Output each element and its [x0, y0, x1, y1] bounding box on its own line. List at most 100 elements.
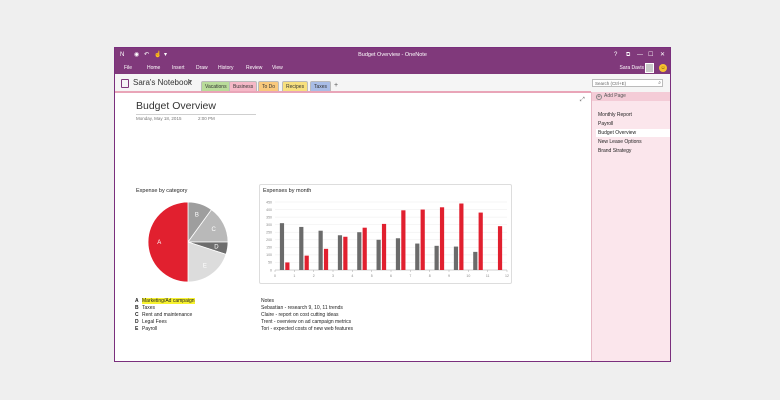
avatar[interactable]	[645, 63, 654, 73]
pie-slice-e[interactable]	[187, 241, 227, 283]
customize-toolbar-icon[interactable]: ▾	[164, 52, 168, 58]
bar-red-month-3[interactable]	[323, 248, 329, 270]
tab-draw[interactable]: Draw	[196, 65, 208, 71]
bar-red-month-7[interactable]	[401, 210, 406, 270]
pie-slice-label: B	[195, 213, 199, 219]
minimize-icon[interactable]: —	[637, 52, 643, 58]
ribbon-tabs: File Home Insert Draw History Review Vie…	[115, 62, 670, 74]
search-input[interactable]: Search (Ctrl+E) ⌕	[592, 79, 663, 87]
window-title: Budget Overview - OneNote	[358, 52, 427, 58]
undo-icon[interactable]: ↶	[144, 52, 150, 58]
x-tick-label: 12	[505, 274, 509, 278]
bar-gray-month-3[interactable]	[318, 230, 323, 270]
section-tab-to-do[interactable]: To Do	[258, 81, 280, 91]
x-tick-label: 5	[371, 274, 373, 278]
y-tick-label: 0	[270, 268, 272, 272]
legend-key: C	[135, 312, 139, 318]
user-name[interactable]: Sara Davis	[619, 65, 644, 71]
bar-red-month-10[interactable]	[459, 203, 464, 270]
notes-line: Tori - expected costs of new web feature…	[261, 326, 353, 332]
onenote-logo-icon: N	[120, 52, 125, 58]
section-tab-recipes[interactable]: Recipes	[282, 81, 309, 91]
bar-red-month-1[interactable]	[285, 262, 290, 270]
page-item-payroll[interactable]: Payroll	[598, 121, 614, 127]
x-tick-label: 9	[448, 274, 450, 278]
pie-chart[interactable]: B C D E A	[131, 196, 237, 284]
expand-icon[interactable]: ⤢	[580, 97, 585, 103]
pie-slice-a[interactable]	[147, 201, 189, 283]
page-date: Monday, May 18, 2015	[136, 116, 182, 121]
touch-mode-icon[interactable]: ☝	[154, 52, 162, 58]
x-tick-label: 10	[466, 274, 470, 278]
bar-gray-month-11[interactable]	[473, 251, 478, 270]
legend-item: D Legal Fees	[135, 319, 195, 326]
bar-gray-month-4[interactable]	[337, 235, 343, 270]
x-tick-label: 3	[332, 274, 334, 278]
bar-chart-title: Expenses by month	[263, 188, 312, 194]
notes-line: Trent - overview on ad campaign metrics	[261, 319, 352, 325]
tab-review[interactable]: Review	[246, 65, 263, 71]
legend-label[interactable]: Payroll	[142, 326, 158, 332]
bar-red-month-6[interactable]	[381, 223, 387, 270]
y-tick-label: 100	[266, 253, 272, 257]
bar-gray-month-6[interactable]	[376, 239, 381, 270]
bar-red-month-11[interactable]	[478, 212, 483, 270]
search-icon[interactable]: ⌕	[658, 80, 661, 86]
bar-gray-month-10[interactable]	[453, 246, 459, 270]
feedback-smiley-icon[interactable]: ☺	[659, 64, 667, 72]
maximize-icon[interactable]: ☐	[648, 52, 654, 58]
full-page-view-icon[interactable]: ⧉	[626, 52, 631, 58]
bar-red-month-4[interactable]	[343, 236, 348, 270]
page-item-monthly-report[interactable]: Monthly Report	[598, 112, 632, 118]
legend-label[interactable]: Taxes	[142, 305, 156, 311]
legend-label[interactable]: Marketing/Ad campaign	[142, 298, 195, 304]
chevron-down-icon[interactable]: ▼	[188, 79, 193, 85]
add-section-button[interactable]: +	[334, 82, 339, 89]
add-page-label: Add Page	[604, 93, 626, 99]
back-icon[interactable]: ◉	[134, 52, 140, 58]
bar-red-month-9[interactable]	[439, 207, 445, 270]
pie-slice-label: C	[211, 227, 216, 233]
section-tab-business[interactable]: Business	[229, 81, 258, 91]
notes-block[interactable]: Notes Sebastian - research 9, 10, 11 tre…	[261, 298, 353, 333]
bar-red-month-2[interactable]	[304, 255, 309, 270]
bar-gray-month-2[interactable]	[299, 226, 304, 270]
page-list-pane: + Add Page Monthly Report Payroll Budget …	[591, 92, 670, 361]
bar-gray-month-1[interactable]	[279, 223, 285, 270]
tab-file[interactable]: File	[124, 65, 133, 71]
x-tick-label: 2	[313, 274, 315, 278]
legend-key: E	[135, 326, 139, 332]
tab-home[interactable]: Home	[147, 65, 161, 71]
section-tab-taxes[interactable]: Taxes	[310, 81, 332, 91]
pie-slice-label: D	[214, 245, 219, 251]
onenote-window: N ◉ ↶ ☝ ▾ Budget Overview - OneNote ? ⧉ …	[114, 47, 671, 362]
bar-gray-month-9[interactable]	[434, 245, 439, 270]
notebook-name[interactable]: Sara's Notebook	[133, 78, 192, 87]
bar-red-month-5[interactable]	[362, 227, 367, 270]
tab-insert[interactable]: Insert	[172, 65, 185, 71]
add-page-button[interactable]: + Add Page	[592, 92, 670, 101]
bar-red-month-12[interactable]	[497, 226, 503, 270]
page-item-budget-overview[interactable]: Budget Overview	[596, 129, 670, 137]
title-underline	[136, 114, 256, 115]
bar-red-month-8[interactable]	[420, 209, 425, 270]
y-tick-label: 450	[266, 200, 272, 204]
tab-view[interactable]: View	[272, 65, 283, 71]
page-canvas[interactable]: ⤢ Budget Overview Monday, May 18, 2015 2…	[115, 92, 591, 361]
y-tick-label: 250	[266, 231, 272, 235]
section-tab-vacations[interactable]: Vacations	[201, 81, 231, 91]
legend-label[interactable]: Legal Fees	[142, 319, 167, 325]
notebook-icon[interactable]	[121, 79, 129, 88]
help-icon[interactable]: ?	[614, 52, 618, 58]
bar-gray-month-8[interactable]	[415, 243, 420, 270]
page-item-new-lease-options[interactable]: New Lease Options	[598, 139, 642, 145]
bar-gray-month-7[interactable]	[395, 238, 401, 270]
tab-history[interactable]: History	[218, 65, 234, 71]
close-icon[interactable]: ✕	[660, 52, 666, 58]
page-item-brand-strategy[interactable]: Brand Strategy	[598, 148, 632, 154]
bar-gray-month-5[interactable]	[357, 232, 362, 270]
legend-label[interactable]: Rent and maintenance	[142, 312, 193, 318]
x-tick-label: 6	[390, 274, 392, 278]
page-title[interactable]: Budget Overview	[136, 100, 216, 112]
